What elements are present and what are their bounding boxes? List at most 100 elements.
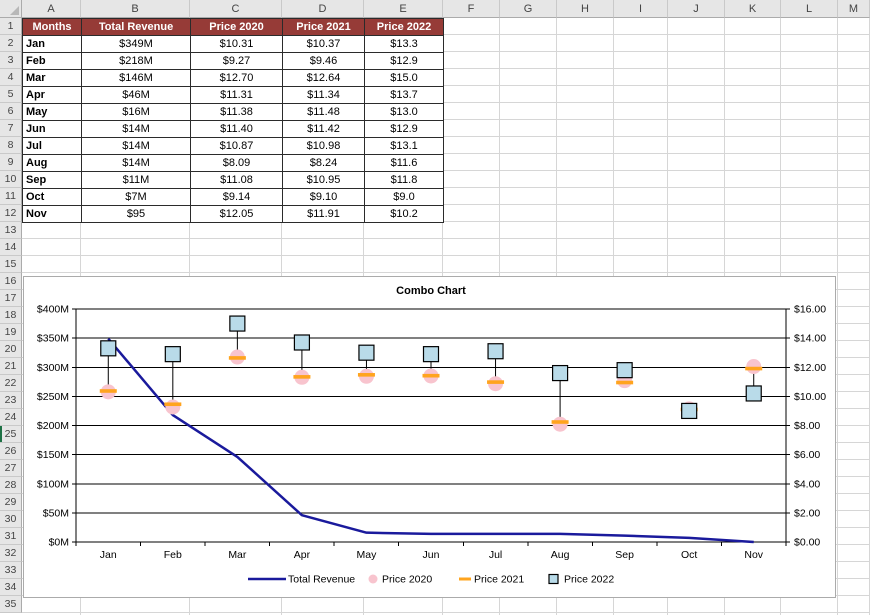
left-axis-tick[interactable]: $300M xyxy=(37,362,69,374)
cell-D7[interactable]: $11.42 xyxy=(282,120,365,138)
series-price-2022[interactable] xyxy=(100,315,762,420)
cell-E7[interactable]: $12.9 xyxy=(364,120,444,138)
cell-D5[interactable]: $11.34 xyxy=(282,86,365,104)
cell-D2[interactable]: $10.37 xyxy=(282,35,365,53)
cell-E3[interactable]: $12.9 xyxy=(364,52,444,70)
cell-C11[interactable]: $9.14 xyxy=(190,188,283,206)
row-header-18[interactable]: 18 xyxy=(0,307,22,324)
x-axis-tick[interactable]: Jun xyxy=(423,549,440,561)
right-axis-tick[interactable]: $12.00 xyxy=(794,362,826,374)
cell-B2[interactable]: $349M xyxy=(81,35,191,53)
cell-C6[interactable]: $11.38 xyxy=(190,103,283,121)
right-axis-tick[interactable]: $8.00 xyxy=(794,420,820,432)
cell-C10[interactable]: $11.08 xyxy=(190,171,283,189)
right-axis-tick[interactable]: $0.00 xyxy=(794,537,820,549)
right-axis-tick[interactable]: $16.00 xyxy=(794,304,826,316)
row-header-4[interactable]: 4 xyxy=(0,69,22,86)
cell-A3[interactable]: Feb xyxy=(22,52,82,70)
x-axis-tick[interactable]: Oct xyxy=(681,549,697,561)
row-header-31[interactable]: 31 xyxy=(0,528,22,545)
cell-D9[interactable]: $8.24 xyxy=(282,154,365,172)
row-header-15[interactable]: 15 xyxy=(0,256,22,273)
x-axis-tick[interactable]: Nov xyxy=(744,549,763,561)
series-total-revenue[interactable] xyxy=(107,337,754,544)
cell-A11[interactable]: Oct xyxy=(22,188,82,206)
left-axis-tick[interactable]: $0M xyxy=(49,537,69,549)
cell-E10[interactable]: $11.8 xyxy=(364,171,444,189)
row-header-21[interactable]: 21 xyxy=(0,358,22,375)
x-axis-tick[interactable]: Apr xyxy=(294,549,311,561)
table-header-cell[interactable]: Price 2020 xyxy=(190,18,283,36)
row-header-27[interactable]: 27 xyxy=(0,460,22,477)
row-header-16[interactable]: 16 xyxy=(0,273,22,290)
column-header-A[interactable]: A xyxy=(22,0,81,18)
row-header-25[interactable]: 25 xyxy=(0,426,22,443)
left-axis-tick[interactable]: $250M xyxy=(37,391,69,403)
cell-E6[interactable]: $13.0 xyxy=(364,103,444,121)
row-header-6[interactable]: 6 xyxy=(0,103,22,120)
x-axis-tick[interactable]: Jan xyxy=(100,549,117,561)
right-axis-tick[interactable]: $4.00 xyxy=(794,478,820,490)
table-header-cell[interactable]: Price 2022 xyxy=(364,18,444,36)
cell-B4[interactable]: $146M xyxy=(81,69,191,87)
right-axis-tick[interactable]: $10.00 xyxy=(794,391,826,403)
select-all-corner[interactable] xyxy=(0,0,22,18)
column-header-I[interactable]: I xyxy=(614,0,668,18)
row-header-13[interactable]: 13 xyxy=(0,222,22,239)
cell-B10[interactable]: $11M xyxy=(81,171,191,189)
cell-A4[interactable]: Mar xyxy=(22,69,82,87)
row-header-24[interactable]: 24 xyxy=(0,409,22,426)
cell-D4[interactable]: $12.64 xyxy=(282,69,365,87)
left-axis-tick[interactable]: $150M xyxy=(37,449,69,461)
left-axis-tick[interactable]: $200M xyxy=(37,420,69,432)
left-axis-tick[interactable]: $100M xyxy=(37,478,69,490)
cell-A10[interactable]: Sep xyxy=(22,171,82,189)
cell-C7[interactable]: $11.40 xyxy=(190,120,283,138)
column-header-B[interactable]: B xyxy=(81,0,190,18)
cell-B6[interactable]: $16M xyxy=(81,103,191,121)
row-header-10[interactable]: 10 xyxy=(0,171,22,188)
cell-B12[interactable]: $95 xyxy=(81,205,191,223)
row-header-34[interactable]: 34 xyxy=(0,579,22,596)
row-header-3[interactable]: 3 xyxy=(0,52,22,69)
column-header-M[interactable]: M xyxy=(838,0,870,18)
right-axis-tick[interactable]: $14.00 xyxy=(794,333,826,345)
column-header-H[interactable]: H xyxy=(557,0,614,18)
left-axis-labels[interactable]: $400M $350M $300M $250M $200M $150M $100M $50M $… xyxy=(37,304,69,549)
cell-E2[interactable]: $13.3 xyxy=(364,35,444,53)
column-header-D[interactable]: D xyxy=(282,0,364,18)
row-header-9[interactable]: 9 xyxy=(0,154,22,171)
cell-E9[interactable]: $11.6 xyxy=(364,154,444,172)
column-header-K[interactable]: K xyxy=(725,0,781,18)
cell-D11[interactable]: $9.10 xyxy=(282,188,365,206)
cell-C9[interactable]: $8.09 xyxy=(190,154,283,172)
cell-A8[interactable]: Jul xyxy=(22,137,82,155)
cell-E8[interactable]: $13.1 xyxy=(364,137,444,155)
x-axis-tick[interactable]: May xyxy=(357,549,378,561)
cell-D3[interactable]: $9.46 xyxy=(282,52,365,70)
table-header-cell[interactable]: Price 2021 xyxy=(282,18,365,36)
column-header-C[interactable]: C xyxy=(190,0,282,18)
row-header-32[interactable]: 32 xyxy=(0,545,22,562)
row-header-7[interactable]: 7 xyxy=(0,120,22,137)
left-axis-tick[interactable]: $400M xyxy=(37,304,69,316)
cell-A7[interactable]: Jun xyxy=(22,120,82,138)
cell-C8[interactable]: $10.87 xyxy=(190,137,283,155)
cell-C5[interactable]: $11.31 xyxy=(190,86,283,104)
row-header-29[interactable]: 29 xyxy=(0,494,22,511)
row-header-1[interactable]: 1 xyxy=(0,18,22,35)
column-header-J[interactable]: J xyxy=(668,0,725,18)
legend-item-total-revenue[interactable]: Total Revenue xyxy=(248,574,355,586)
left-axis-tick[interactable]: $350M xyxy=(37,333,69,345)
cell-E11[interactable]: $9.0 xyxy=(364,188,444,206)
cell-C4[interactable]: $12.70 xyxy=(190,69,283,87)
right-axis-tick[interactable]: $2.00 xyxy=(794,507,820,519)
table-header-cell[interactable]: Total Revenue xyxy=(81,18,191,36)
row-header-12[interactable]: 12 xyxy=(0,205,22,222)
row-header-22[interactable]: 22 xyxy=(0,375,22,392)
column-header-F[interactable]: F xyxy=(443,0,500,18)
cell-D8[interactable]: $10.98 xyxy=(282,137,365,155)
cell-A9[interactable]: Aug xyxy=(22,154,82,172)
table-header-cell[interactable]: Months xyxy=(22,18,82,36)
cell-C12[interactable]: $12.05 xyxy=(190,205,283,223)
